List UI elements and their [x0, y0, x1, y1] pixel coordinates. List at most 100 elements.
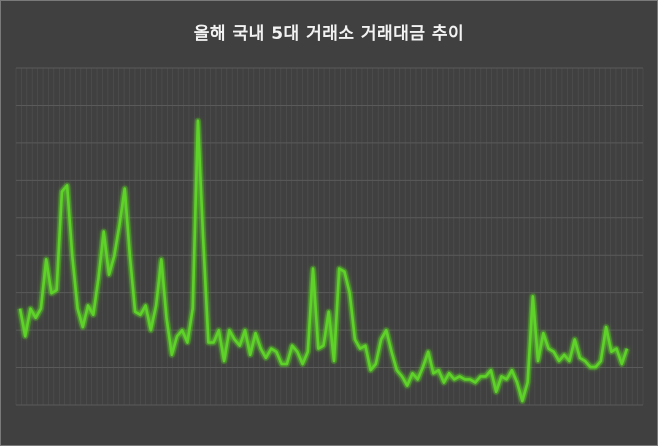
data-point [448, 372, 450, 374]
data-point [615, 347, 617, 349]
data-point [537, 360, 539, 362]
data-point [233, 338, 235, 340]
data-point [124, 187, 126, 189]
chart-title: 올해 국내 5대 거래소 거래대금 추이 [193, 24, 465, 44]
data-point [165, 317, 167, 319]
data-point [270, 347, 272, 349]
data-point [317, 347, 319, 349]
data-point [192, 307, 194, 309]
data-point [558, 360, 560, 362]
data-point [197, 120, 199, 122]
data-point [82, 326, 84, 328]
data-point [113, 255, 115, 257]
data-point [359, 347, 361, 349]
data-point [301, 363, 303, 365]
chart-grid [15, 67, 644, 406]
data-point [244, 329, 246, 331]
data-point [97, 277, 99, 279]
data-point [621, 363, 623, 365]
data-point [574, 338, 576, 340]
series-line [18, 119, 629, 403]
data-point [35, 317, 37, 319]
data-point [223, 360, 225, 362]
data-point [406, 384, 408, 386]
data-point [207, 341, 209, 343]
data-point [568, 360, 570, 362]
data-point [129, 255, 131, 257]
data-point [280, 363, 282, 365]
data-point [469, 378, 471, 380]
data-point [500, 375, 502, 377]
data-point [239, 344, 241, 346]
data-point [312, 267, 314, 269]
data-point [579, 357, 581, 359]
data-point [286, 363, 288, 365]
data-point [354, 338, 356, 340]
data-point [71, 255, 73, 257]
data-point [485, 375, 487, 377]
data-point [171, 354, 173, 356]
data-point [202, 237, 204, 239]
data-point [584, 360, 586, 362]
data-point [275, 351, 277, 353]
data-point [92, 314, 94, 316]
data-point [547, 347, 549, 349]
data-point [417, 378, 419, 380]
data-point [495, 391, 497, 393]
data-point [343, 270, 345, 272]
data-point [553, 351, 555, 353]
data-point [40, 307, 42, 309]
data-point [443, 381, 445, 383]
data-point [260, 347, 262, 349]
data-point [453, 378, 455, 380]
data-point [76, 307, 78, 309]
data-point [45, 258, 47, 260]
data-point [307, 351, 309, 353]
data-point [511, 369, 513, 371]
data-point [375, 363, 377, 365]
data-point [333, 360, 335, 362]
data-point [218, 329, 220, 331]
data-point [432, 372, 434, 374]
data-point [139, 314, 141, 316]
data-point [155, 304, 157, 306]
data-point [228, 329, 230, 331]
data-point [505, 378, 507, 380]
data-point [118, 224, 120, 226]
data-point [594, 366, 596, 368]
data-point [490, 369, 492, 371]
data-point [249, 354, 251, 356]
data-point [600, 360, 602, 362]
data-point [296, 351, 298, 353]
data-point [186, 341, 188, 343]
data-point [50, 292, 52, 294]
data-point [181, 329, 183, 331]
data-point [349, 292, 351, 294]
data-point [369, 369, 371, 371]
data-point [437, 369, 439, 371]
data-point [160, 258, 162, 260]
data-point [626, 347, 628, 349]
data-point [328, 311, 330, 313]
data-point [521, 400, 523, 402]
data-point [212, 341, 214, 343]
series-group [17, 117, 630, 404]
data-point [479, 375, 481, 377]
data-point [364, 344, 366, 346]
data-point [265, 357, 267, 359]
series-line-glow [17, 117, 630, 404]
data-point [401, 375, 403, 377]
data-point [134, 311, 136, 313]
data-point [29, 307, 31, 309]
data-point [610, 351, 612, 353]
data-point [563, 354, 565, 356]
data-point [254, 332, 256, 334]
data-point [338, 267, 340, 269]
data-point [396, 369, 398, 371]
data-point [103, 230, 105, 232]
data-point [526, 381, 528, 383]
data-point [390, 351, 392, 353]
data-point [427, 351, 429, 353]
